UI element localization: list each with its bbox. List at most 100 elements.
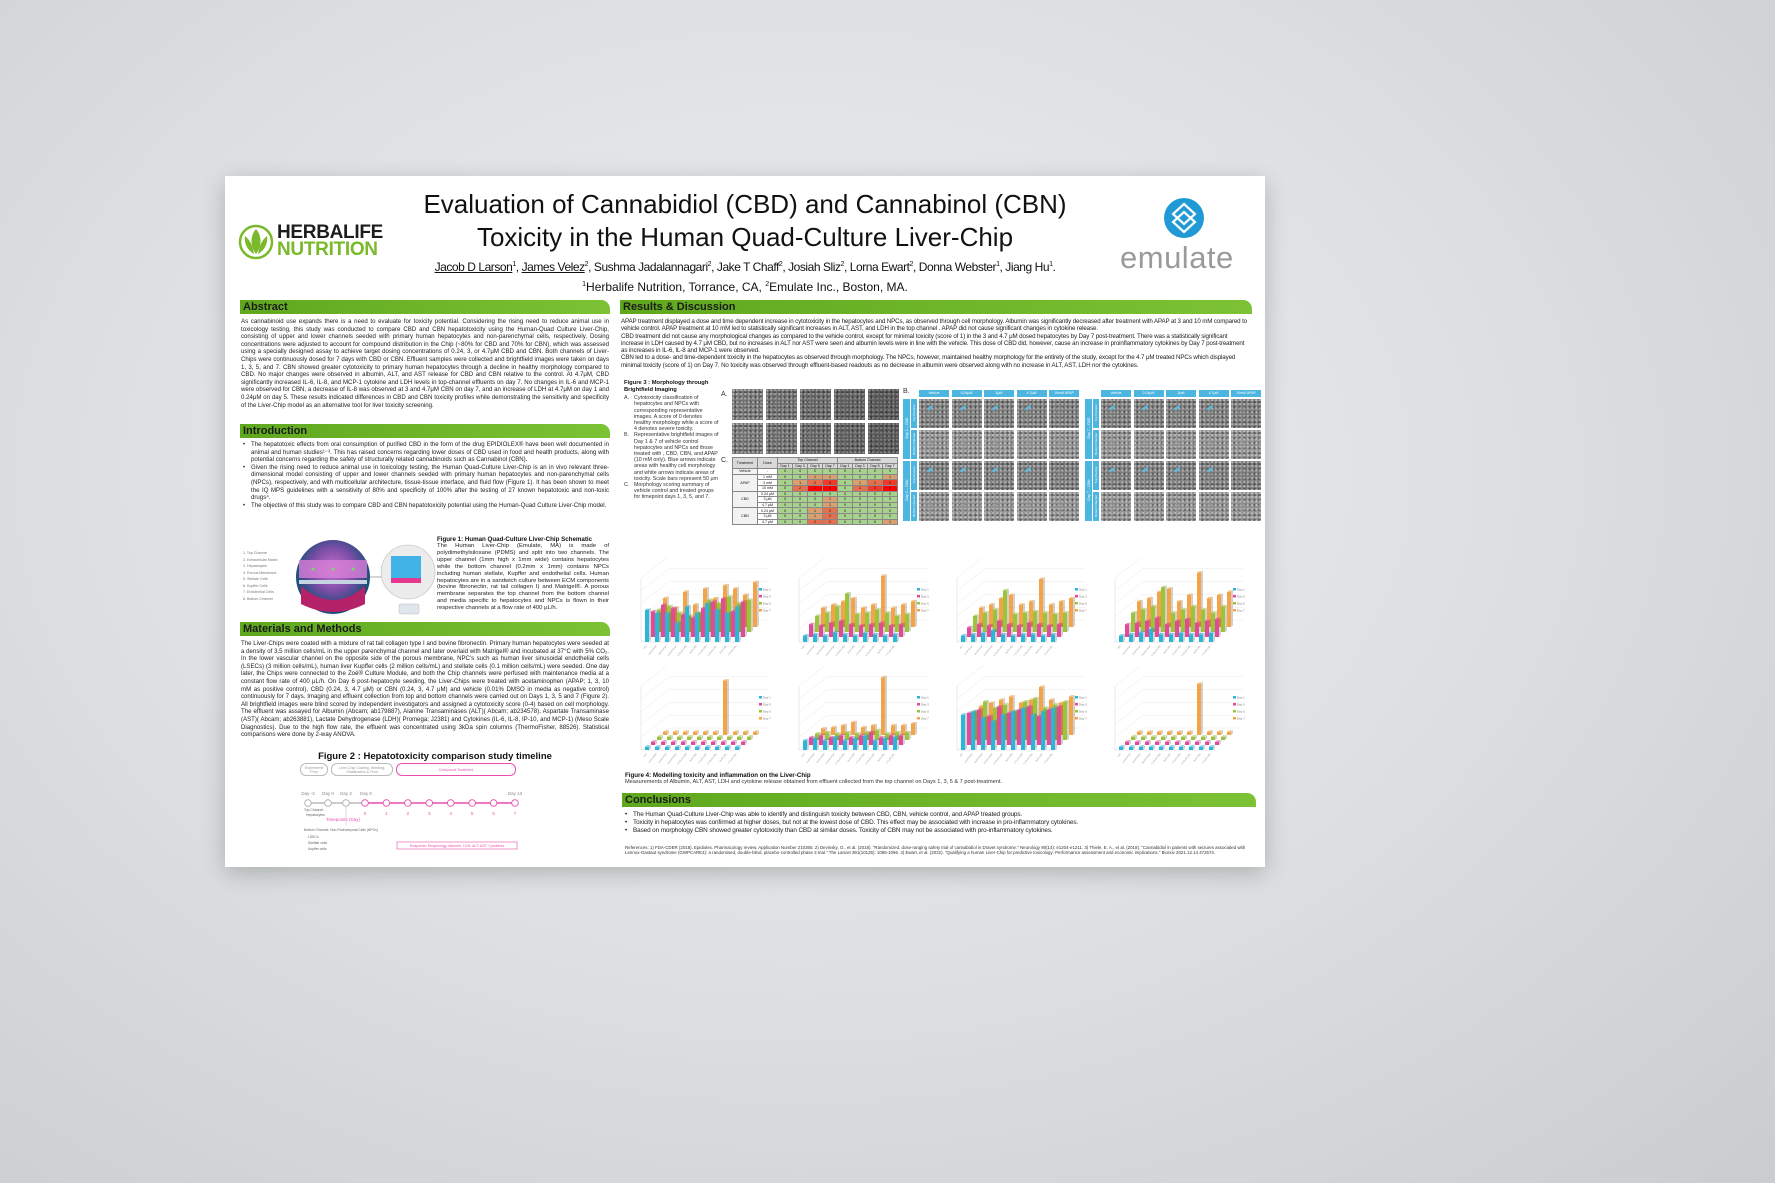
- bar-side: [1165, 735, 1167, 740]
- bar-top: [705, 602, 711, 604]
- bar-side: [669, 745, 671, 750]
- bar: [681, 741, 685, 745]
- bar: [1011, 635, 1015, 642]
- bar-top: [881, 574, 887, 576]
- score-label: 0: [733, 389, 735, 393]
- bar: [825, 612, 829, 632]
- legend-label: Day 1: [1237, 588, 1245, 592]
- bar-top: [1049, 603, 1055, 605]
- bar-top: [1027, 705, 1033, 707]
- bar-top: [1003, 703, 1009, 705]
- bar: [1209, 746, 1213, 750]
- bar-top: [707, 735, 713, 737]
- brightfield-image: 0: [732, 423, 763, 454]
- panel-b-column-header: Vehicle: [1101, 390, 1131, 397]
- logo-text-herbalife: HERBALIFE: [277, 222, 384, 243]
- bar-side: [1161, 730, 1163, 735]
- table-row: 3 mM 0 1 2 3 0 1 2 3: [733, 479, 899, 486]
- bar-top: [1215, 740, 1221, 742]
- bar-top: [721, 740, 727, 742]
- bar: [1161, 736, 1165, 740]
- bar: [819, 625, 823, 637]
- bar-top: [1205, 619, 1211, 621]
- timeline-text: Stellate cells: [308, 841, 327, 845]
- bar-side: [1041, 622, 1043, 637]
- author-affiliation-mark: 2: [707, 261, 712, 268]
- gridline: [956, 594, 1085, 617]
- bar: [1063, 612, 1067, 632]
- bar-side: [1055, 632, 1057, 642]
- bar-top: [1157, 730, 1163, 732]
- bar: [865, 612, 869, 632]
- title-line-1: Evaluation of Cannabidiol (CBD) and Cann…: [423, 189, 1067, 219]
- bar: [1051, 634, 1055, 642]
- bar-side: [1123, 745, 1125, 750]
- bar-top: [1051, 706, 1057, 709]
- bar: [677, 736, 681, 740]
- bar-side: [701, 735, 703, 740]
- bar: [1171, 736, 1175, 740]
- bar: [889, 625, 893, 637]
- bar-side: [757, 730, 759, 735]
- timepoint-node: [361, 799, 369, 807]
- bar: [1131, 612, 1135, 632]
- author-name: Donna Webster: [918, 260, 997, 274]
- bar: [691, 617, 695, 637]
- bar: [999, 598, 1003, 627]
- bar-top: [1155, 616, 1161, 618]
- bar: [873, 740, 877, 750]
- x-tick-label: 0.24μM CBN: [1181, 645, 1192, 658]
- figure3-panel-c: Treatment Dose Top Channel Bottom Channel Da…: [732, 456, 899, 526]
- bar-side: [1045, 710, 1047, 750]
- brightfield-image: 4: [868, 423, 899, 454]
- bar-top: [1189, 632, 1195, 635]
- bar-top: [1009, 593, 1015, 595]
- bar: [905, 614, 909, 632]
- timeline-text: Top Channel:: [304, 808, 324, 812]
- bar: [687, 736, 691, 740]
- bar-side: [1015, 710, 1017, 750]
- x-tick-label: 10mM APAP: [667, 644, 678, 656]
- timeline-text: Hepatocytes: [306, 813, 325, 817]
- legend-label: Day 1: [1079, 696, 1087, 700]
- bar: [747, 600, 751, 632]
- conclusions-bullets: The Human Quad-Culture Liver-Chip was ab…: [623, 811, 1251, 836]
- bar-top: [905, 612, 911, 615]
- bar: [1177, 731, 1181, 735]
- bar: [645, 746, 649, 750]
- gridline: [1114, 594, 1243, 617]
- bar-top: [1207, 730, 1213, 732]
- bar-top: [1147, 730, 1153, 732]
- bar-side: [1191, 730, 1193, 735]
- bar-top: [1125, 740, 1131, 742]
- legend-item: 7. Endothelial Cells: [243, 590, 274, 594]
- bar-top: [873, 632, 879, 635]
- bar: [885, 612, 889, 632]
- bar-side: [1061, 705, 1063, 745]
- bar: [851, 598, 855, 627]
- bar: [1039, 579, 1043, 627]
- bar: [741, 741, 745, 745]
- bar-side: [1169, 740, 1171, 745]
- bar-side: [671, 735, 673, 740]
- gridline: [1114, 689, 1243, 712]
- timeline-text: Day 2: [340, 791, 352, 796]
- bar: [735, 606, 739, 642]
- bar-side: [729, 611, 731, 642]
- legend-swatch: [759, 710, 762, 713]
- bar-side: [751, 735, 753, 740]
- conclusion-bullet: Toxicity in hepatocytes was confirmed at…: [623, 819, 1251, 827]
- legend-swatch: [759, 609, 762, 612]
- bar: [1139, 746, 1143, 750]
- legend-label: Day 3: [1079, 595, 1087, 599]
- x-tick-label: 1mM APAP: [648, 644, 658, 655]
- x-tick-label: 3μM CBD: [1163, 645, 1172, 655]
- bar-top: [1211, 735, 1217, 737]
- legend-item: 3. Hepatocytes: [243, 564, 267, 568]
- x-tick-label: 4.7μM CBN: [885, 645, 895, 657]
- brightfield-image: 1: [766, 389, 797, 420]
- bar: [821, 607, 825, 627]
